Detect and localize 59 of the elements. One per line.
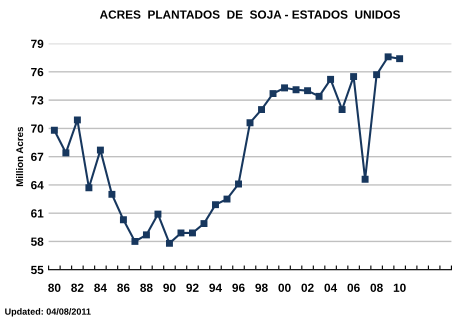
y-tick-label: 61	[31, 209, 44, 218]
y-tick-label: 58	[30, 237, 44, 246]
point	[85, 184, 92, 192]
y-tick-label: 55	[30, 266, 44, 274]
x-tick-label: 06	[348, 284, 360, 292]
x-tick-label: 00	[278, 284, 291, 292]
point	[384, 53, 392, 60]
x-tick-label: 90	[163, 284, 176, 292]
point	[304, 87, 312, 94]
point	[131, 238, 138, 245]
y-axis-title: Million Acres	[16, 126, 24, 186]
point	[362, 176, 369, 183]
point	[200, 220, 208, 228]
x-tick-label: 88	[140, 284, 153, 292]
chart-title: ACRES PLANTADOS DE SOJA - ESTADOS UNIDOS	[100, 10, 400, 19]
x-tick-label: 92	[186, 284, 199, 292]
point	[154, 210, 162, 218]
x-tick-label: 80	[48, 284, 60, 292]
point	[166, 240, 173, 247]
y-tick-label: 73	[31, 96, 44, 105]
x-tick-label: 86	[117, 284, 130, 292]
x-tick-label: 82	[71, 284, 84, 292]
x-tick-label: 98	[255, 284, 268, 292]
x-tick-label: 94	[209, 284, 222, 292]
y-tick-label: 70	[31, 124, 44, 133]
x-tick-label: 04	[324, 284, 338, 292]
point	[235, 180, 242, 188]
point	[292, 86, 300, 94]
point	[316, 92, 323, 100]
text: Updated: 04/08/2011	[5, 308, 91, 317]
point	[396, 55, 404, 62]
y-tick-label: 64	[31, 180, 44, 190]
point	[142, 231, 150, 238]
point	[108, 190, 116, 198]
point	[246, 119, 254, 126]
point	[350, 73, 358, 80]
point	[373, 71, 380, 78]
x-tick-label: 96	[232, 284, 245, 292]
point	[74, 116, 81, 124]
y-tick-label: 76	[31, 68, 44, 76]
x-tick-label: 08	[370, 284, 383, 292]
point	[270, 90, 277, 98]
point	[189, 229, 196, 236]
y-tick-label: 79	[31, 40, 44, 48]
point	[50, 126, 58, 134]
x-tick-label: 02	[301, 284, 314, 292]
point	[224, 196, 230, 203]
x-tick-label: 84	[94, 284, 107, 292]
point	[120, 216, 127, 224]
point	[177, 229, 184, 236]
point	[62, 149, 70, 156]
point	[327, 76, 334, 83]
y-tick-label: 67	[31, 152, 44, 162]
point	[96, 146, 104, 154]
point	[258, 106, 265, 114]
point	[338, 106, 346, 114]
point	[212, 201, 219, 208]
point	[281, 84, 288, 92]
x-tick-label: 10	[394, 284, 406, 292]
